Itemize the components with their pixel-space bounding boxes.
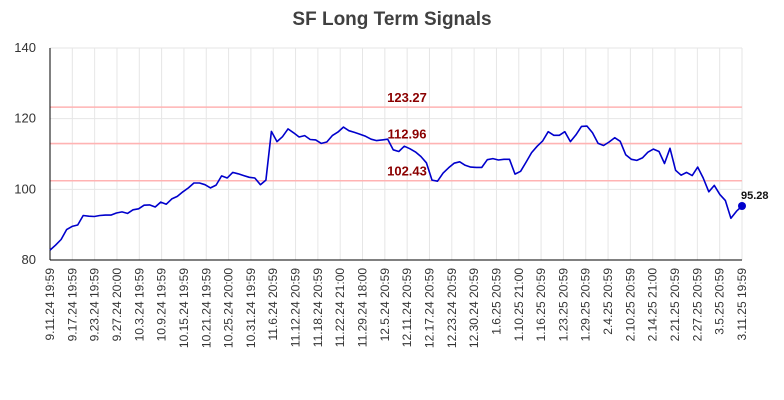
x-tick-label: 2.27.25 20:59: [690, 268, 704, 342]
x-tick-label: 10.3.24 19:59: [132, 268, 146, 342]
x-tick-label: 2.10.25 20:59: [623, 268, 637, 342]
x-tick-label: 10.25.24 20:00: [222, 268, 236, 348]
x-tick-label: 9.27.24 20:00: [110, 268, 124, 342]
x-tick-label: 12.5.24 20:59: [378, 268, 392, 342]
x-tick-label: 11.18.24 20:59: [311, 268, 325, 348]
series-line: [49, 125, 743, 251]
x-tick-label: 1.6.25 20:59: [489, 268, 503, 335]
labels-layer: 80 100 120 140 9.11.24 19:59 9.17.24 19:59 9.2…: [14, 40, 768, 348]
reference-line-label: 112.96: [387, 127, 426, 142]
last-point-marker: [738, 202, 746, 211]
x-tick-label: 10.9.24 19:59: [155, 268, 169, 342]
x-tick-label: 1.10.25 21:00: [512, 268, 526, 342]
series-layer: [49, 125, 746, 251]
x-tick-label: 3.5.25 20:59: [713, 268, 727, 335]
x-tick-label: 11.12.24 20:59: [289, 268, 303, 348]
x-tick-label: 1.29.25 20:59: [579, 268, 593, 342]
x-tick-label: 12.11.24 20:59: [400, 268, 414, 348]
x-tick-label: 1.23.25 20:59: [556, 268, 570, 342]
x-tick-label: 2.21.25 20:59: [668, 268, 682, 342]
y-tick-label: 80: [22, 252, 36, 267]
y-tick-label: 120: [14, 111, 36, 126]
x-tick-label: 9.11.24 19:59: [43, 268, 57, 341]
x-tick-label: 10.31.24 19:59: [244, 268, 258, 348]
x-tick-label: 2.14.25 21:00: [646, 268, 660, 342]
x-tick-label: 11.22.24 21:00: [333, 268, 347, 348]
x-tick-label: 12.23.24 20:59: [445, 268, 459, 348]
chart-title: SF Long Term Signals: [292, 9, 491, 30]
x-tick-label: 10.21.24 19:59: [199, 268, 213, 348]
x-tick-label: 10.15.24 19:59: [177, 268, 191, 348]
x-tick-label: 12.17.24 20:59: [422, 268, 436, 348]
x-tick-label: 11.29.24 18:00: [356, 268, 370, 348]
last-point-label: 95.28: [741, 190, 769, 202]
x-tick-label: 9.23.24 19:59: [88, 268, 102, 342]
x-tick-label: 11.6.24 20:59: [266, 268, 280, 341]
grid-layer: [49, 47, 743, 261]
axes: [49, 48, 742, 261]
reference-line-label: 102.43: [387, 164, 427, 179]
x-tick-label: 3.11.25 19:59: [735, 268, 749, 341]
y-tick-label: 100: [14, 181, 36, 196]
reference-lines: [50, 106, 742, 182]
x-tick-label: 9.17.24 19:59: [65, 268, 79, 342]
x-tick-label: 1.16.25 20:59: [534, 268, 548, 342]
y-tick-label: 140: [14, 40, 36, 55]
x-tick-label: 2.4.25 20:59: [601, 268, 615, 335]
reference-line-label: 123.27: [387, 90, 427, 105]
x-tick-label: 12.30.24 20:59: [467, 268, 481, 348]
